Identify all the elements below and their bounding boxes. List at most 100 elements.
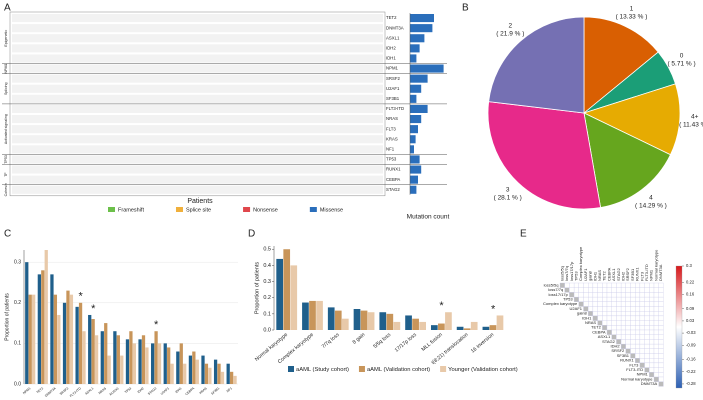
matrix-cell — [653, 282, 659, 288]
matrix-cell — [639, 311, 645, 317]
matrix-cell — [606, 287, 612, 293]
bar — [129, 331, 133, 384]
matrix-cell — [597, 306, 603, 312]
matrix-cell — [620, 329, 626, 335]
matrix-cell — [630, 329, 636, 335]
matrix-cell — [649, 320, 655, 326]
matrix-cell — [635, 306, 641, 312]
matrix-cell — [649, 334, 655, 340]
matrix-cell — [583, 292, 589, 298]
column-label: gain8 — [588, 270, 593, 281]
matrix-cell — [644, 334, 650, 340]
matrix-cell — [620, 306, 626, 312]
matrix-cell — [658, 315, 664, 321]
matrix-cell — [578, 296, 584, 302]
y-tick-label: 0.1 — [263, 311, 271, 317]
matrix-cell — [635, 325, 641, 331]
matrix-cell — [625, 343, 631, 349]
bar — [163, 343, 167, 384]
gene-label: NRAS — [386, 116, 398, 121]
row-label: IDH2 — [610, 344, 620, 349]
matrix-cell — [602, 287, 608, 293]
matrix-cell — [611, 282, 617, 288]
bar — [151, 343, 155, 384]
column-label: loss5/5q — [559, 266, 564, 281]
matrix-cell — [653, 311, 659, 317]
x-tick-label: MLL fusion — [421, 332, 444, 353]
column-label: RUNX1 — [635, 267, 640, 281]
matrix-cell — [611, 329, 617, 335]
slice-label: 3 — [506, 186, 510, 193]
matrix-cell — [653, 329, 659, 335]
matrix-cell — [644, 320, 650, 326]
matrix-cell — [630, 296, 636, 302]
y-tick-label: 0.0 — [14, 381, 21, 387]
matrix-cell — [639, 334, 645, 340]
matrix-cell — [616, 282, 622, 288]
bar — [283, 249, 291, 330]
matrix-cell — [644, 311, 650, 317]
matrix-cell — [653, 358, 659, 364]
row-label: NPM1 — [637, 372, 649, 377]
panel-letter: D — [248, 229, 255, 240]
bar — [44, 250, 48, 384]
matrix-cell — [597, 315, 603, 321]
y-axis-label: Proportion of patients — [4, 293, 10, 341]
bar — [438, 323, 445, 330]
matrix-cell — [606, 306, 612, 312]
matrix-cell — [658, 343, 664, 349]
matrix-cell — [649, 296, 655, 302]
matrix-cell — [611, 315, 617, 321]
matrix-cell — [569, 282, 575, 288]
matrix-cell — [658, 348, 664, 354]
bar — [62, 302, 67, 384]
matrix-cell — [658, 353, 664, 359]
colorbar — [675, 265, 683, 389]
bar — [94, 335, 99, 384]
bar — [341, 318, 349, 330]
bar — [167, 347, 171, 384]
matrix-cell — [658, 339, 664, 345]
row-label: SRSF2 — [611, 348, 625, 353]
matrix-cell — [630, 320, 636, 326]
bar — [229, 371, 234, 384]
bar — [25, 262, 29, 384]
gene-label: STAG2 — [386, 187, 400, 192]
x-tick-label: SF3B1 — [210, 386, 220, 395]
bar — [290, 265, 298, 330]
bar — [120, 355, 124, 384]
matrix-cell — [616, 315, 622, 321]
matrix-cell — [639, 292, 645, 298]
matrix-cell — [592, 287, 598, 293]
bar — [125, 339, 130, 384]
matrix-cell — [592, 296, 598, 302]
x-tick-label: SRSF2 — [59, 386, 70, 396]
matrix-cell — [611, 287, 617, 293]
matrix-cell — [658, 334, 664, 340]
matrix-cell — [635, 343, 641, 349]
matrix-cell — [630, 292, 636, 298]
y-axis-label: Proportion of patients — [254, 262, 260, 315]
row-label: Normal karyotype — [621, 376, 653, 381]
bar — [204, 363, 209, 384]
colorbar-tick-label: 0.22 — [686, 279, 695, 284]
track — [12, 135, 383, 144]
slice-label: 1 — [630, 5, 634, 12]
bar — [430, 325, 438, 330]
matrix-cell — [597, 287, 603, 293]
matrix-cell — [653, 301, 659, 307]
matrix-cell — [616, 306, 622, 312]
matrix-cell — [630, 343, 636, 349]
bar — [75, 306, 79, 384]
matrix-cell — [649, 282, 655, 288]
matrix-cell — [639, 282, 645, 288]
bar — [78, 302, 83, 384]
slice-label: 2 — [508, 23, 512, 30]
matrix-cell — [639, 287, 645, 293]
matrix-cell — [630, 339, 636, 345]
matrix-cell — [653, 367, 659, 373]
row-label: Complex karyotype — [543, 301, 578, 306]
matrix-cell — [653, 362, 659, 368]
legend-swatch — [440, 366, 447, 372]
matrix-cell — [658, 282, 664, 288]
